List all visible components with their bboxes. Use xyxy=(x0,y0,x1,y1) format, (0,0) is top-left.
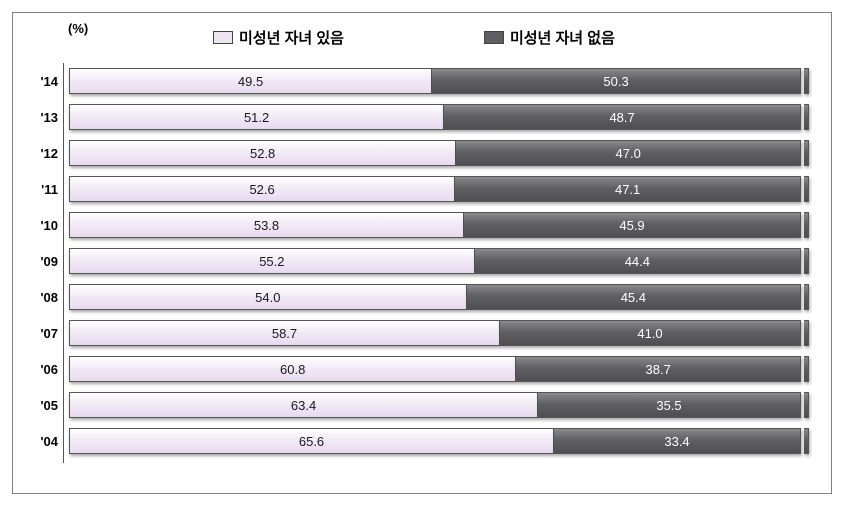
bar-wrap: 60.8 38.7 xyxy=(69,356,809,382)
bar-cap xyxy=(804,428,809,454)
bar-value-a: 52.8 xyxy=(250,146,275,161)
bar-segment-no-minor: 48.7 xyxy=(444,104,801,130)
year-label: '07 xyxy=(24,326,58,341)
bar-cap xyxy=(804,356,809,382)
bar-value-b: 35.5 xyxy=(656,398,681,413)
bar-cap xyxy=(804,140,809,166)
bar-value-a: 63.4 xyxy=(291,398,316,413)
bar-row: '0465.633.4 xyxy=(64,423,813,459)
bar-value-b: 48.7 xyxy=(609,110,634,125)
bar-value-b: 50.3 xyxy=(603,74,628,89)
bar-value-a: 60.8 xyxy=(280,362,305,377)
bar-cap xyxy=(804,176,809,202)
bar-value-b: 33.4 xyxy=(664,434,689,449)
bar-value-b: 44.4 xyxy=(625,254,650,269)
bar-wrap: 54.0 45.4 xyxy=(69,284,809,310)
bar-wrap: 65.6 33.4 xyxy=(69,428,809,454)
bar-wrap: 63.4 35.5 xyxy=(69,392,809,418)
bar-row: '0758.741.0 xyxy=(64,315,813,351)
bar-segment-no-minor: 41.0 xyxy=(500,320,801,346)
bar-segment-has-minor: 52.8 xyxy=(69,140,456,166)
bar-segment-has-minor: 63.4 xyxy=(69,392,538,418)
bar-segment-has-minor: 58.7 xyxy=(69,320,500,346)
bar-value-b: 38.7 xyxy=(646,362,671,377)
bar-wrap: 55.2 44.4 xyxy=(69,248,809,274)
bar-value-b: 45.4 xyxy=(621,290,646,305)
bar-segment-no-minor: 47.0 xyxy=(456,140,801,166)
bar-cap xyxy=(804,320,809,346)
bar-segment-has-minor: 52.6 xyxy=(69,176,455,202)
bar-row: '1449.550.3 xyxy=(64,63,813,99)
bar-cap xyxy=(804,212,809,238)
bar-value-a: 53.8 xyxy=(254,218,279,233)
plot-area: '1449.550.3'1351.248.7'1252.847.0'1152.6… xyxy=(63,63,813,463)
bar-segment-no-minor: 45.9 xyxy=(464,212,801,238)
bar-segment-no-minor: 33.4 xyxy=(554,428,801,454)
bar-segment-has-minor: 51.2 xyxy=(69,104,444,130)
bar-row: '1152.647.1 xyxy=(64,171,813,207)
bar-segment-no-minor: 44.4 xyxy=(475,248,801,274)
bar-segment-no-minor: 45.4 xyxy=(467,284,801,310)
bar-value-b: 45.9 xyxy=(619,218,644,233)
bar-segment-no-minor: 35.5 xyxy=(538,392,801,418)
bar-value-a: 49.5 xyxy=(238,74,263,89)
bar-cap xyxy=(804,68,809,94)
legend-label-a: 미성년 자녀 있음 xyxy=(239,27,344,48)
bar-value-a: 52.6 xyxy=(249,182,274,197)
bar-wrap: 52.6 47.1 xyxy=(69,176,809,202)
bar-segment-no-minor: 38.7 xyxy=(516,356,801,382)
year-label: '05 xyxy=(24,398,58,413)
bar-segment-has-minor: 49.5 xyxy=(69,68,432,94)
chart-frame: (%) 미성년 자녀 있음 미성년 자녀 없음 '14 49.5 50.3 '13 51… xyxy=(12,12,832,494)
bar-value-a: 51.2 xyxy=(244,110,269,125)
bar-segment-has-minor: 65.6 xyxy=(69,428,554,454)
year-label: '06 xyxy=(24,362,58,377)
bar-segment-has-minor: 53.8 xyxy=(69,212,464,238)
bar-segment-has-minor: 60.8 xyxy=(69,356,516,382)
bar-row: '1351.248.7 xyxy=(64,99,813,135)
bar-wrap: 58.7 41.0 xyxy=(69,320,809,346)
bar-segment-has-minor: 55.2 xyxy=(69,248,475,274)
bar-value-a: 65.6 xyxy=(299,434,324,449)
legend: 미성년 자녀 있음 미성년 자녀 없음 xyxy=(213,27,615,48)
bar-wrap: 52.8 47.0 xyxy=(69,140,809,166)
year-label: '08 xyxy=(24,290,58,305)
bar-cap xyxy=(804,248,809,274)
bar-row: '0854.045.4 xyxy=(64,279,813,315)
year-label: '10 xyxy=(24,218,58,233)
unit-label: (%) xyxy=(68,21,88,36)
year-label: '09 xyxy=(24,254,58,269)
year-label: '13 xyxy=(24,110,58,125)
bar-cap xyxy=(804,284,809,310)
bar-row: '0563.435.5 xyxy=(64,387,813,423)
bar-segment-no-minor: 47.1 xyxy=(455,176,801,202)
year-label: '14 xyxy=(24,74,58,89)
legend-label-b: 미성년 자녀 없음 xyxy=(510,27,615,48)
bar-value-a: 54.0 xyxy=(255,290,280,305)
bar-segment-no-minor: 50.3 xyxy=(432,68,801,94)
legend-item-a: 미성년 자녀 있음 xyxy=(213,27,344,48)
bar-cap xyxy=(804,392,809,418)
bar-value-a: 55.2 xyxy=(259,254,284,269)
year-label: '11 xyxy=(24,182,58,197)
bar-row: '1053.845.9 xyxy=(64,207,813,243)
bar-segment-has-minor: 54.0 xyxy=(69,284,467,310)
bar-row: '1252.847.0 xyxy=(64,135,813,171)
bar-row: '0660.838.7 xyxy=(64,351,813,387)
year-label: '04 xyxy=(24,434,58,449)
bar-value-b: 47.1 xyxy=(615,182,640,197)
legend-item-b: 미성년 자녀 없음 xyxy=(484,27,615,48)
legend-swatch-a xyxy=(213,31,233,44)
bar-value-a: 58.7 xyxy=(272,326,297,341)
bar-wrap: 49.5 50.3 xyxy=(69,68,809,94)
legend-swatch-b xyxy=(484,31,504,44)
year-label: '12 xyxy=(24,146,58,161)
bar-value-b: 41.0 xyxy=(637,326,662,341)
bar-wrap: 51.2 48.7 xyxy=(69,104,809,130)
bar-value-b: 47.0 xyxy=(616,146,641,161)
bar-cap xyxy=(804,104,809,130)
bar-wrap: 53.8 45.9 xyxy=(69,212,809,238)
bar-row: '0955.244.4 xyxy=(64,243,813,279)
